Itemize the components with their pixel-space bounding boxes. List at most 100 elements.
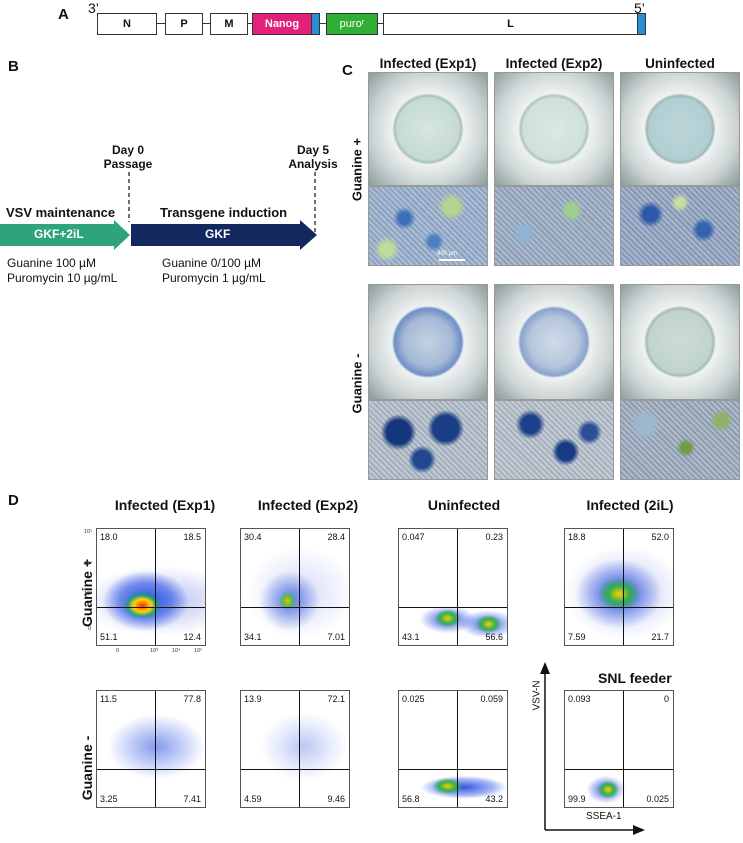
scale-bar-label: 400 µm [437, 251, 458, 257]
micrograph-guanine-plus-uninfected [620, 186, 740, 266]
y-tick-0: 0 [88, 626, 92, 632]
x-tick-1e5: 10⁵ [194, 648, 203, 654]
panel-a-label: A [58, 6, 69, 23]
scale-bar [439, 259, 465, 261]
quadrant-bl: 51.1 [100, 632, 118, 642]
day0-text: Day 0 [111, 143, 145, 157]
gene-m-label: M [224, 18, 234, 30]
well-photo-guanine-minus-uninfected [620, 284, 740, 400]
micrograph-guanine-plus-exp2 [494, 186, 614, 266]
induction-puromycin: Puromycin 1 µg/mL [162, 271, 266, 285]
quadrant-tr: 52.0 [651, 532, 669, 542]
quadrant-bl: 3.25 [100, 794, 118, 804]
d-row-header-guanine-minus: Guanine - [79, 735, 95, 801]
c-col-header-uninfected: Uninfected [645, 56, 715, 71]
quadrant-bl: 56.8 [402, 794, 420, 804]
y-axis-label: VSV-N [531, 680, 543, 711]
x-tick-1e4: 10⁴ [172, 648, 181, 654]
well-photo-guanine-minus-exp1 [368, 284, 488, 400]
genome-3prime-end: 3’ [88, 0, 99, 16]
passage-text: Passage [103, 157, 153, 171]
quadrant-tr: 28.4 [327, 532, 345, 542]
flow-plot-guanine-plus-uninfected: 0.047 0.23 43.1 56.6 [398, 528, 508, 646]
quadrant-tl: 0.047 [402, 532, 425, 542]
panel-d-label: D [8, 492, 19, 509]
quadrant-tr: 0.23 [485, 532, 503, 542]
well-photo-guanine-plus-exp1 [368, 72, 488, 186]
flow-plot-guanine-plus-exp1: 18.0 18.5 51.1 12.4 [96, 528, 206, 646]
flow-plot-guanine-minus-exp2: 13.9 72.1 4.59 9.46 [240, 690, 350, 808]
well-photo-guanine-minus-exp2 [494, 284, 614, 400]
d-col-header-uninfected: Uninfected [427, 497, 501, 513]
quadrant-br: 21.7 [651, 632, 669, 642]
quadrant-tl: 18.8 [568, 532, 586, 542]
flow-plot-guanine-plus-2il: 18.8 52.0 7.59 21.7 [564, 528, 674, 646]
y-tick-1e5: 10⁵ [84, 529, 93, 535]
induction-guanine: Guanine 0/100 µM [162, 256, 261, 270]
d-col-header-exp2: Infected (Exp2) [257, 497, 359, 513]
y-tick-1e3: 10³ [84, 591, 92, 597]
genome-5prime-end: 5’ [634, 0, 645, 16]
maintenance-title: VSV maintenance [6, 205, 116, 220]
x-tick-0: 0 [116, 648, 120, 654]
quadrant-tl: 0.025 [402, 694, 425, 704]
maintenance-puromycin: Puromycin 10 µg/mL [7, 271, 118, 285]
quadrant-tr: 77.8 [183, 694, 201, 704]
gene-puro: puroʳ [326, 13, 378, 35]
quadrant-br: 56.6 [485, 632, 503, 642]
gene-l-label: L [507, 18, 514, 30]
axis-legend-arrows [540, 662, 645, 835]
gene-trailer-tag [637, 13, 646, 35]
micrograph-guanine-minus-exp1 [368, 400, 488, 480]
quadrant-bl: 43.1 [402, 632, 420, 642]
gene-l: L [383, 13, 638, 35]
quadrant-br: 7.01 [327, 632, 345, 642]
panel-c-label: C [342, 62, 353, 79]
quadrant-bl: 99.9 [568, 794, 586, 804]
induction-arrow-label: GKF [205, 227, 231, 241]
micrograph-guanine-minus-exp2 [494, 400, 614, 480]
c-row-header-guanine-minus: Guanine - [349, 353, 365, 414]
quadrant-bl: 7.59 [568, 632, 586, 642]
day5-label: Day 5 Analysis [282, 143, 344, 171]
flow-plot-guanine-plus-exp2: 30.4 28.4 34.1 7.01 [240, 528, 350, 646]
c-col-header-exp2: Infected (Exp2) [505, 56, 603, 71]
analysis-text: Analysis [288, 157, 338, 171]
quadrant-br: 7.41 [183, 794, 201, 804]
gene-p-label: P [180, 18, 188, 30]
flow-plot-snl-feeder: 0.093 0 99.9 0.025 [564, 690, 674, 808]
induction-title: Transgene induction [160, 205, 288, 220]
gene-nanog-label: Nanog [264, 18, 300, 30]
quadrant-tl: 18.0 [100, 532, 118, 542]
gene-junction-tag [312, 13, 320, 35]
quadrant-bl: 4.59 [244, 794, 262, 804]
induction-arrow [131, 220, 317, 250]
quadrant-tr: 0.059 [480, 694, 503, 704]
day0-label: Day 0 Passage [100, 143, 156, 171]
gene-puro-label: puroʳ [339, 18, 365, 30]
timeline-arrows [0, 172, 317, 250]
quadrant-tl: 13.9 [244, 694, 262, 704]
micrograph-guanine-plus-exp1: 400 µm [368, 186, 488, 266]
c-col-header-exp1: Infected (Exp1) [379, 56, 477, 71]
quadrant-bl: 34.1 [244, 632, 262, 642]
gene-m: M [210, 13, 248, 35]
c-row-header-guanine-plus: Guanine + [349, 137, 365, 202]
quadrant-br: 0.025 [646, 794, 669, 804]
d-col-header-2il: Infected (2iL) [586, 497, 674, 513]
flow-plot-guanine-minus-exp1: 11.5 77.8 3.25 7.41 [96, 690, 206, 808]
maintenance-guanine: Guanine 100 µM [7, 256, 96, 270]
x-axis-label: SSEA-1 [586, 811, 622, 822]
quadrant-br: 9.46 [327, 794, 345, 804]
well-photo-guanine-plus-uninfected [620, 72, 740, 186]
flow-plot-guanine-minus-uninfected: 0.025 0.059 56.8 43.2 [398, 690, 508, 808]
quadrant-br: 43.2 [485, 794, 503, 804]
maintenance-arrow [0, 220, 130, 250]
y-tick-1e4: 10⁴ [84, 561, 93, 567]
gene-p: P [165, 13, 203, 35]
quadrant-tl: 11.5 [100, 694, 117, 704]
panel-b-label: B [8, 58, 19, 75]
quadrant-tr: 0 [663, 694, 669, 704]
snl-feeder-label: SNL feeder [598, 670, 672, 686]
maintenance-arrow-label: GKF+2iL [34, 227, 84, 241]
